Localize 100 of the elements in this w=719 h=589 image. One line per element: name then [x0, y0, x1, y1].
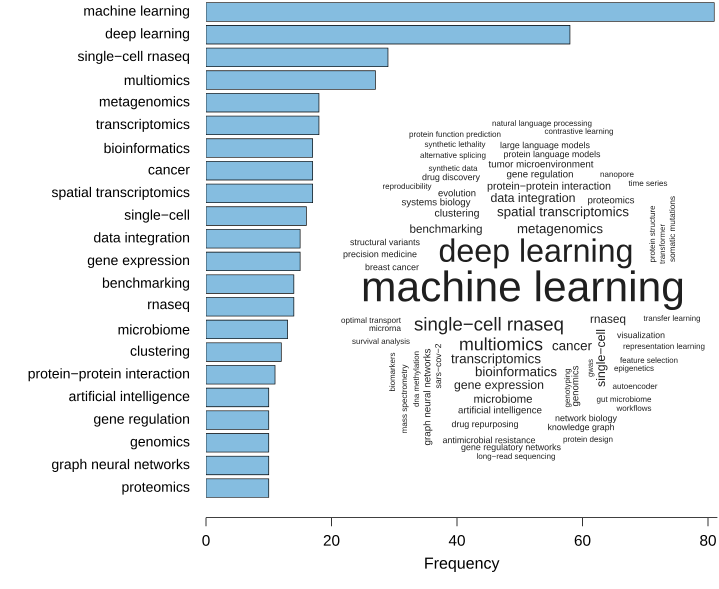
x-axis-title: Frequency [425, 558, 500, 572]
bar [206, 48, 388, 67]
bar [206, 116, 320, 136]
annotation: microbiome [474, 394, 532, 403]
x-tick-label: 80 [700, 534, 716, 546]
bar [206, 433, 270, 452]
bar [206, 161, 314, 180]
y-tick-label: artificial intelligence [69, 390, 190, 404]
y-tick-label: graph neural networks [52, 458, 190, 472]
annotation: tumor microenvironment [488, 160, 594, 168]
annotation: transcriptomics [451, 354, 541, 366]
bar [206, 342, 282, 362]
annotation: sars−cov−2 [435, 344, 442, 388]
y-tick-label: multiomics [124, 74, 190, 86]
y-tick-label: microbiome [118, 324, 190, 335]
y-tick-label: gene expression [88, 254, 190, 268]
y-tick-label: cancer [148, 166, 190, 175]
y-tick-label: protein−protein interaction [28, 368, 190, 382]
annotation: protein−protein interaction [488, 182, 610, 192]
y-tick-label: gene regulation [94, 414, 190, 427]
annotation: evolution [438, 189, 476, 196]
bar [206, 25, 570, 44]
annotation: single−cell [596, 330, 608, 387]
annotation: nanopore [600, 172, 634, 179]
bar [206, 252, 300, 272]
annotation: visualization [617, 332, 664, 338]
annotation: synthetic lethality [424, 141, 486, 149]
annotation: alternative splicing [420, 152, 486, 160]
bar [206, 320, 288, 340]
annotation: artificial intelligence [458, 406, 542, 416]
bar [206, 365, 276, 384]
bar [206, 456, 270, 476]
annotation: structural variants [350, 238, 420, 246]
bar [206, 229, 300, 248]
annotation: somatic mutations [669, 196, 676, 262]
annotation: drug discovery [422, 174, 480, 182]
annotation: rnaseq [590, 316, 626, 326]
annotation: spatial transcriptomics [497, 206, 628, 219]
y-tick-label: spatial transcriptomics [52, 186, 190, 200]
y-tick-label: genomics [130, 436, 190, 450]
x-tick-label: 20 [324, 534, 340, 546]
y-tick-label: machine learning [84, 5, 190, 19]
x-tick-label: 60 [574, 534, 590, 546]
x-tick-label: 0 [202, 534, 210, 546]
annotation: large language models [500, 142, 590, 150]
annotation: single−cell rnaseq [414, 316, 563, 334]
annotation: mass spectrometry [402, 364, 409, 433]
annotation: autoencoder [612, 383, 658, 390]
annotation: systems biology [402, 198, 470, 208]
annotation: benchmarking [410, 224, 482, 236]
y-tick-label: bioinformatics [104, 142, 190, 154]
y-tick-label: clustering [130, 346, 190, 359]
annotation: time series [628, 180, 668, 186]
bar [206, 274, 294, 294]
annotation: breast cancer [366, 264, 419, 270]
annotation: long−read sequencing [477, 453, 555, 461]
annotation: data integration [491, 193, 575, 205]
y-tick-label: benchmarking [102, 278, 190, 291]
annotation: genomics [571, 366, 580, 406]
annotation: machine learning [364, 270, 682, 310]
annotation: graph neural networks [423, 348, 432, 446]
bar [206, 410, 270, 430]
annotation: bioinformatics [476, 366, 557, 376]
annotation: representation learning [624, 343, 704, 351]
annotation: microrna [370, 325, 401, 332]
y-tick-label: data integration [94, 232, 190, 246]
annotation: precision medicine [344, 250, 417, 259]
annotation: proteomics [588, 196, 634, 206]
annotation: protein language models [504, 150, 600, 159]
y-tick-label: single−cell rnaseq [78, 50, 190, 64]
bar [206, 70, 376, 90]
y-tick-label: rnaseq [148, 302, 190, 312]
annotation: gene expression [454, 380, 544, 392]
y-tick-label: proteomics [122, 482, 190, 495]
bar [206, 478, 270, 498]
annotation: antimicrobial resistance [442, 436, 536, 444]
x-tick-label: 40 [448, 534, 465, 546]
bar [206, 2, 714, 22]
bar [206, 388, 270, 408]
annotation: protein function prediction [410, 131, 500, 139]
bar [206, 138, 314, 158]
annotation: optimal transport [341, 317, 401, 325]
bar [206, 93, 320, 112]
bar [206, 297, 294, 316]
annotation: clustering [434, 208, 479, 219]
annotation: gene regulatory networks [461, 444, 561, 452]
annotation: knowledge graph [548, 424, 614, 432]
annotation: deep learning [440, 238, 632, 268]
y-tick-label: transcriptomics [96, 118, 190, 132]
annotation: drug repurposing [452, 420, 518, 429]
annotation: gene regulation [506, 170, 573, 180]
bar [206, 184, 314, 204]
bar [206, 206, 307, 226]
annotation: network biology [556, 414, 617, 423]
y-tick-label: deep learning [106, 28, 190, 42]
y-tick-label: single−cell [124, 210, 190, 223]
y-tick-label: metagenomics [100, 96, 190, 110]
annotation: metagenomics [518, 224, 603, 236]
annotation: cancer [552, 343, 592, 350]
annotation: multiomics [460, 337, 542, 350]
